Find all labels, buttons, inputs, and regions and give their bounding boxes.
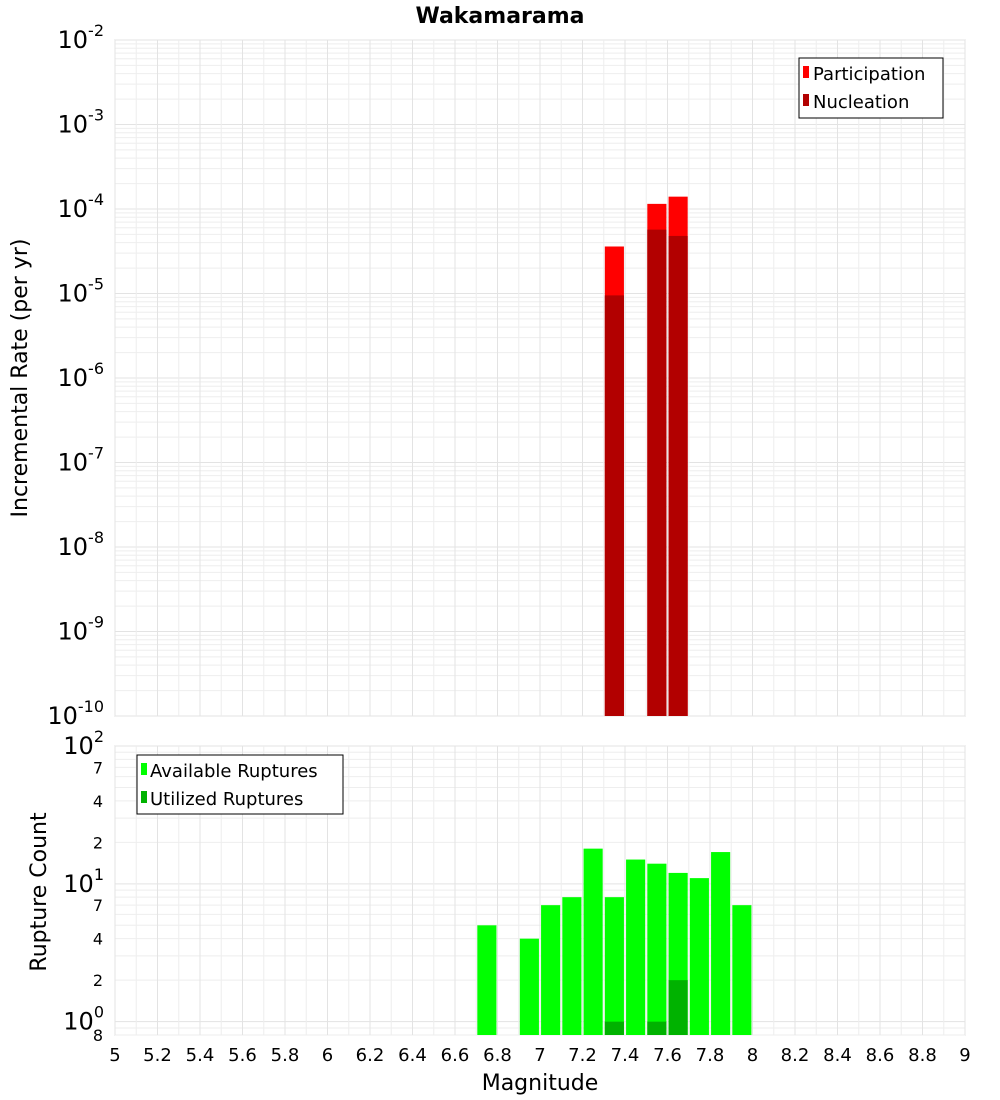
y-tick-label: 4 — [93, 930, 103, 949]
legend-label-nucleation: Nucleation — [813, 92, 909, 113]
top-legend-box — [798, 57, 944, 119]
y-tick-label: 101 — [63, 865, 104, 898]
x-tick-label: 5.6 — [228, 1045, 257, 1066]
legend-swatch-utilized-ruptures — [141, 791, 147, 803]
y-tick-label: 8 — [93, 1026, 103, 1045]
x-tick-label: 6.6 — [441, 1045, 470, 1066]
top-y-tick-labels: 10-10 10-9 10-8 10-7 10-6 10-5 10-4 10-3 10-2 — [47, 21, 104, 730]
bar-available-ruptures — [626, 859, 646, 1035]
x-tick-label: 7.4 — [611, 1045, 640, 1066]
x-tick-label: 9 — [959, 1045, 970, 1066]
x-tick-labels: 5 5.2 5.4 5.6 5.8 6 6.2 6.4 6.6 6.8 7 7.2 7.4 7.6 7.8 8… — [109, 1045, 970, 1066]
y-tick-label: 10-5 — [58, 275, 105, 308]
x-tick-label: 6 — [322, 1045, 333, 1066]
x-tick-label: 6.2 — [356, 1045, 385, 1066]
bar-available-ruptures — [732, 905, 752, 1035]
x-tick-label: 8.2 — [781, 1045, 810, 1066]
bottom-y-axis-label: Rupture Count — [27, 812, 52, 972]
bottom-bars — [477, 848, 752, 1035]
bottom-legend: Available Ruptures Utilized Ruptures — [136, 754, 344, 815]
top-bars — [604, 196, 688, 717]
bar-nucleation — [647, 229, 667, 716]
bottom-grid — [114, 745, 966, 1036]
x-tick-label: 8.8 — [908, 1045, 937, 1066]
y-tick-label: 4 — [93, 792, 103, 811]
x-tick-label: 8.6 — [866, 1045, 895, 1066]
bar-nucleation — [604, 295, 624, 716]
x-tick-label: 7.8 — [696, 1045, 725, 1066]
y-tick-label: 102 — [63, 727, 104, 760]
x-tick-label: 5.4 — [186, 1045, 215, 1066]
bar-available-ruptures — [541, 905, 561, 1035]
x-tick-label: 8 — [747, 1045, 758, 1066]
x-axis-label: Magnitude — [482, 1071, 599, 1096]
bar-available-ruptures — [604, 897, 624, 1035]
bar-available-ruptures — [689, 878, 709, 1035]
legend-swatch-nucleation — [803, 94, 809, 106]
bar-utilized-ruptures — [647, 1021, 667, 1035]
y-tick-label: 10-9 — [58, 613, 105, 646]
bar-available-ruptures — [583, 848, 603, 1035]
legend-label-utilized-ruptures: Utilized Ruptures — [150, 789, 303, 810]
y-tick-label: 100 — [63, 1003, 104, 1036]
x-tick-label: 6.8 — [483, 1045, 512, 1066]
x-tick-label: 7 — [534, 1045, 545, 1066]
x-tick-label: 5.2 — [143, 1045, 172, 1066]
x-tick-label: 6.4 — [398, 1045, 427, 1066]
y-tick-label: 2 — [93, 971, 103, 990]
top-legend: Participation Nucleation — [798, 57, 944, 119]
y-tick-label: 10-10 — [47, 697, 104, 730]
x-tick-label: 7.2 — [568, 1045, 597, 1066]
y-tick-label: 10-3 — [58, 106, 105, 139]
legend-swatch-available-ruptures — [141, 763, 147, 775]
bar-available-ruptures — [519, 938, 539, 1035]
top-grid — [114, 39, 966, 717]
chart-title: Wakamarama — [415, 4, 584, 29]
bar-available-ruptures — [711, 852, 731, 1035]
legend-label-participation: Participation — [813, 64, 925, 85]
y-tick-label: 2 — [93, 833, 103, 852]
y-tick-label: 7 — [93, 896, 103, 915]
bottom-legend-box — [136, 754, 344, 815]
y-tick-label: 7 — [93, 758, 103, 777]
legend-swatch-participation — [803, 66, 809, 78]
y-tick-label: 10-6 — [58, 359, 105, 392]
bar-available-ruptures — [477, 925, 497, 1035]
y-tick-label: 10-4 — [58, 190, 105, 223]
y-tick-label: 10-2 — [58, 21, 105, 54]
x-tick-label: 5 — [109, 1045, 120, 1066]
x-tick-label: 5.8 — [271, 1045, 300, 1066]
top-y-axis-label: Incremental Rate (per yr) — [8, 239, 33, 518]
bar-utilized-ruptures — [668, 980, 688, 1035]
top-panel: 10-10 10-9 10-8 10-7 10-6 10-5 10-4 10-3 10-2 In… — [8, 21, 966, 730]
x-tick-label: 7.6 — [653, 1045, 682, 1066]
bar-utilized-ruptures — [604, 1021, 624, 1035]
y-tick-label: 10-8 — [58, 528, 105, 561]
x-tick-label: 8.4 — [823, 1045, 852, 1066]
legend-label-available-ruptures: Available Ruptures — [150, 761, 318, 782]
bar-available-ruptures — [647, 863, 667, 1035]
bar-available-ruptures — [562, 897, 582, 1035]
y-tick-label: 10-7 — [58, 444, 105, 477]
bar-nucleation — [668, 235, 688, 716]
